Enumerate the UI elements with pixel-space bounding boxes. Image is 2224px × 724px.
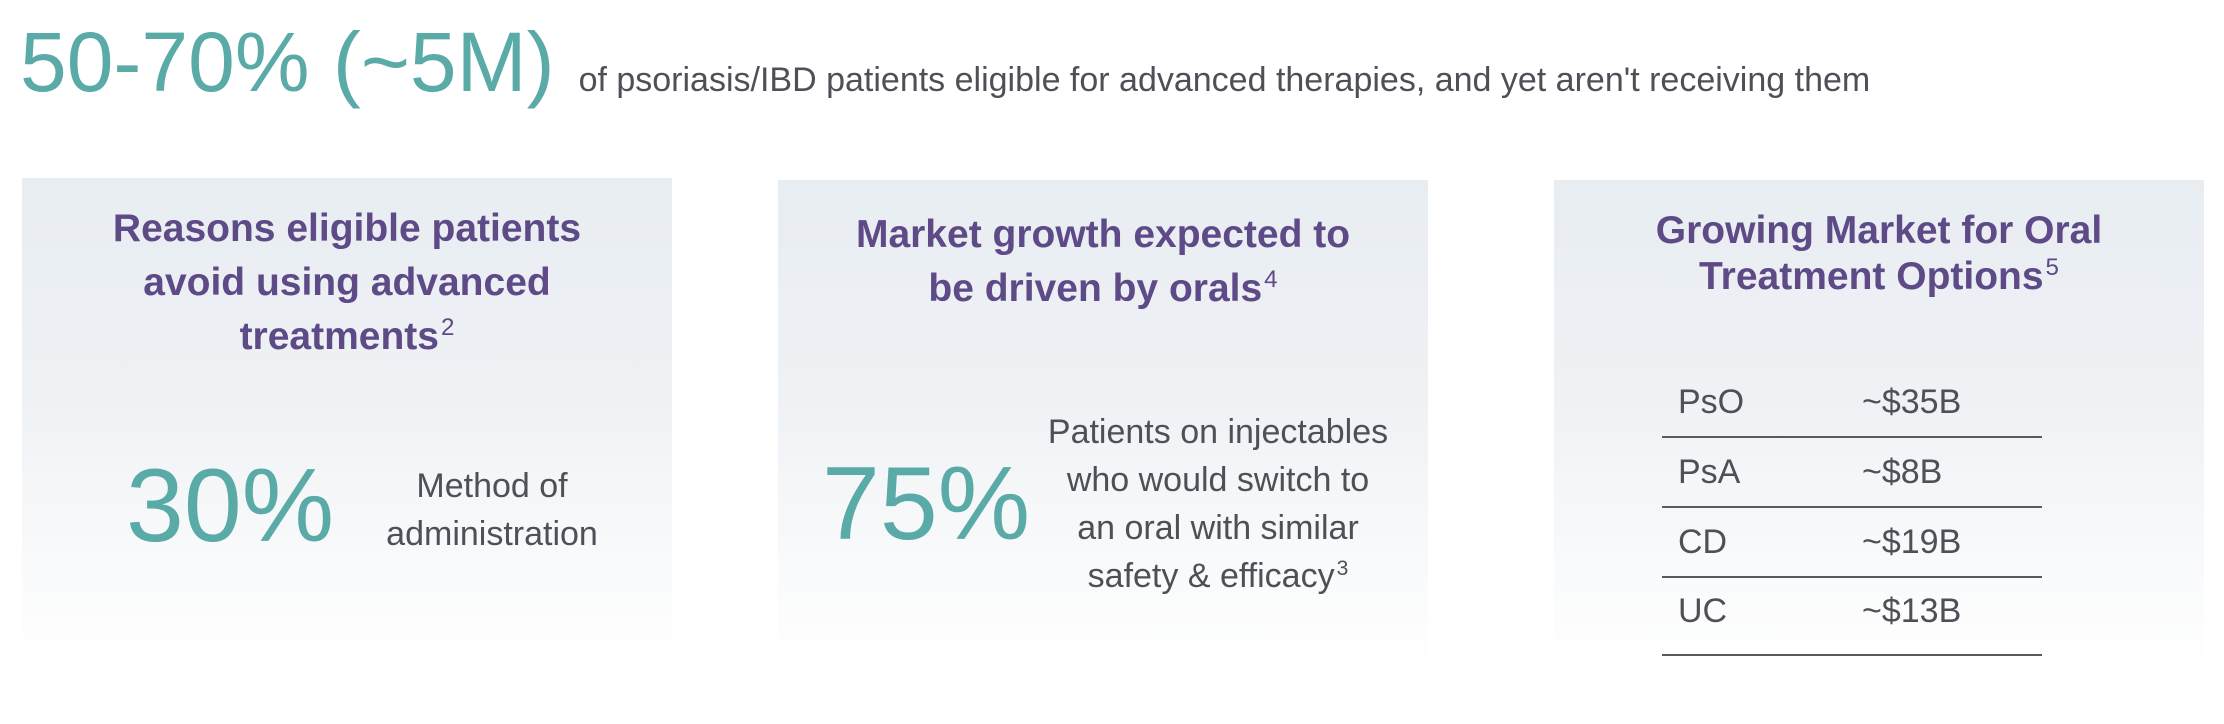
table-row: CD ~$19B: [1662, 507, 2042, 578]
stat-value: 30%: [126, 448, 335, 564]
panel-title-line: Treatment Options: [1699, 255, 2044, 298]
footnote-ref: 4: [1264, 266, 1278, 293]
headline: 50-70% (~5M) of psoriasis/IBD patients el…: [20, 14, 1870, 111]
panel-oral-market: Growing Market for Oral Treatment Option…: [1554, 180, 2204, 670]
table-row: PsO ~$35B: [1662, 368, 2042, 438]
segment-cell: PsA: [1662, 437, 1862, 508]
description-line: who would switch to: [1066, 461, 1370, 499]
description-line: safety & efficacy: [1087, 557, 1335, 595]
table-row: PsA ~$8B: [1662, 437, 2042, 508]
footnote-ref: 2: [440, 314, 455, 341]
panel-title-line: Market growth expected to: [855, 213, 1351, 256]
panel-market-growth: Market growth expected to be driven by o…: [778, 180, 1428, 670]
segment-cell: UC: [1662, 577, 1862, 656]
description-line: Patients on injectables: [1047, 413, 1389, 451]
panel-title: Reasons eligible patients avoid using ad…: [22, 202, 672, 364]
description-line: an oral with similar: [1077, 509, 1359, 547]
panel-title-line: Reasons eligible patients: [112, 207, 582, 250]
value-cell: ~$13B: [1862, 577, 2042, 656]
panel-reasons: Reasons eligible patients avoid using ad…: [22, 178, 672, 668]
segment-cell: PsO: [1662, 368, 1862, 438]
headline-stat: 50-70% (~5M): [20, 15, 555, 109]
value-cell: ~$19B: [1862, 507, 2042, 578]
stat-value: 75%: [822, 446, 1031, 562]
panel-title: Market growth expected to be driven by o…: [778, 208, 1428, 316]
segment-cell: CD: [1662, 507, 1862, 578]
panel-title-line: be driven by orals: [928, 267, 1263, 310]
footnote-ref: 3: [1336, 556, 1349, 580]
panel-title-line: Growing Market for Oral: [1655, 209, 2103, 252]
description-line: Method of: [416, 467, 568, 505]
panel-title-line: treatments: [239, 315, 439, 358]
headline-text: of psoriasis/IBD patients eligible for a…: [578, 61, 1871, 99]
stat-description: Patients on injectables who would switch…: [1018, 408, 1418, 600]
market-table: PsO ~$35B PsA ~$8B CD ~$19B UC ~$13B: [1662, 368, 2042, 656]
description-line: administration: [386, 515, 598, 553]
stat-description: Method of administration: [352, 462, 632, 558]
value-cell: ~$8B: [1862, 437, 2042, 508]
panel-title-line: avoid using advanced: [143, 261, 551, 304]
panel-title: Growing Market for Oral Treatment Option…: [1554, 208, 2204, 300]
table-row: UC ~$13B: [1662, 577, 2042, 656]
value-cell: ~$35B: [1862, 368, 2042, 438]
footnote-ref: 5: [2045, 254, 2059, 281]
